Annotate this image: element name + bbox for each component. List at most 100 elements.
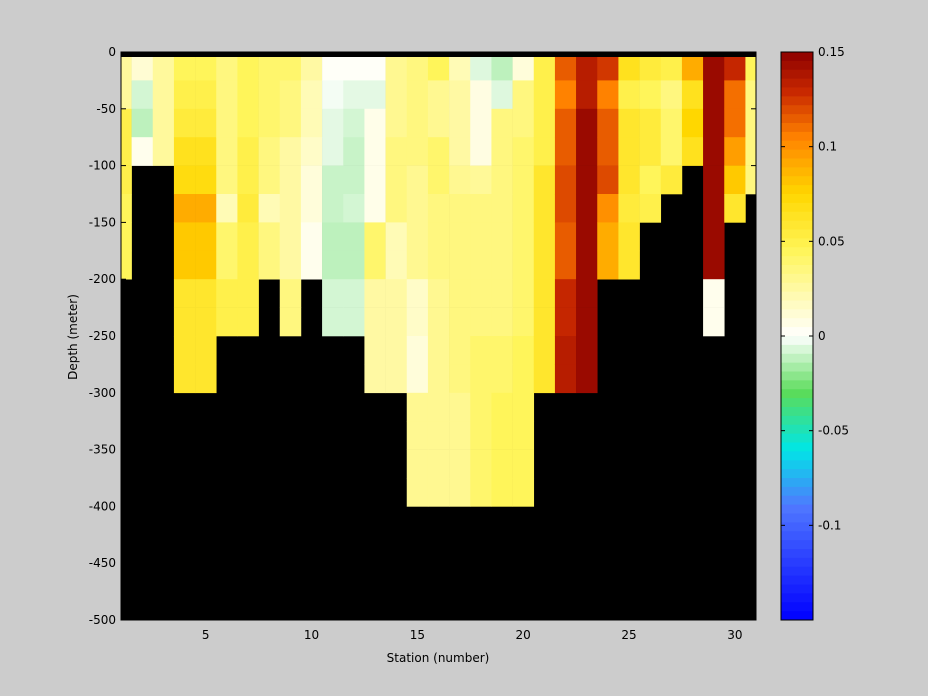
heatmap-cell: [449, 108, 471, 138]
heatmap-cell: [597, 194, 619, 223]
heatmap-cell: [470, 165, 492, 195]
heatmap-cell: [121, 52, 132, 81]
heatmap-cell: [385, 137, 408, 166]
heatmap-cell: [322, 165, 344, 195]
heatmap-cell: [195, 336, 217, 365]
heatmap-cell: [597, 250, 619, 280]
x-tick-label: 25: [621, 628, 636, 642]
heatmap-cell: [237, 137, 259, 166]
heatmap-cell: [406, 222, 429, 252]
colorbar-band: [781, 114, 813, 124]
heatmap-cell: [406, 307, 429, 337]
heatmap-cell: [576, 279, 598, 308]
heatmap-cell: [173, 307, 196, 337]
heatmap-cell: [322, 108, 344, 138]
heatmap-cell: [427, 108, 450, 138]
heatmap-cell: [152, 80, 175, 110]
heatmap-cell: [449, 52, 471, 81]
heatmap-cell: [470, 336, 492, 365]
heatmap-cell: [449, 80, 471, 110]
heatmap-cell: [364, 137, 386, 166]
heatmap-cell: [427, 194, 450, 223]
y-tick-label: -300: [89, 386, 116, 400]
heatmap-cell: [195, 250, 217, 280]
heatmap-cell: [745, 80, 757, 110]
x-tick-label: 5: [202, 628, 210, 642]
heatmap-cell: [724, 194, 746, 223]
heatmap-cell: [406, 364, 429, 394]
heatmap-cell: [216, 222, 238, 252]
heatmap-cell: [406, 392, 429, 422]
colorbar-band: [781, 69, 813, 80]
heatmap-cell: [512, 137, 535, 166]
heatmap-cell: [406, 336, 429, 365]
heatmap-cell: [258, 80, 281, 110]
heatmap-cell: [639, 52, 662, 81]
heatmap-cell: [703, 165, 725, 195]
heatmap-cell: [491, 80, 513, 110]
colorbar-band: [781, 273, 813, 284]
heatmap-cell: [121, 222, 132, 252]
heatmap-cell: [406, 421, 429, 450]
heatmap-cell: [343, 222, 365, 252]
heatmap-cell: [576, 137, 598, 166]
heatmap-cell: [533, 52, 556, 81]
heatmap-cell: [512, 52, 535, 81]
heatmap-cell: [195, 307, 217, 337]
colorbar-band: [781, 344, 813, 355]
colorbar-band: [781, 478, 813, 488]
heatmap-cell: [364, 364, 386, 394]
heatmap-cell: [491, 222, 513, 252]
heatmap-cell: [173, 250, 196, 280]
heatmap-cell: [745, 108, 757, 138]
heatmap-cell: [343, 137, 365, 166]
heatmap-cell: [554, 279, 577, 308]
heatmap-cell: [554, 194, 577, 223]
heatmap-cell: [533, 307, 556, 337]
heatmap-cell: [364, 336, 386, 365]
colorbar-tick-label: 0.15: [818, 45, 845, 59]
heatmap-cell: [703, 194, 725, 223]
colorbar-band: [781, 229, 813, 239]
heatmap-cell: [300, 80, 323, 110]
heatmap-cell: [173, 279, 196, 308]
colorbar-band: [781, 131, 813, 142]
colorbar-band: [781, 460, 813, 470]
heatmap-cell: [449, 336, 471, 365]
heatmap-cell: [491, 307, 513, 337]
heatmap-cell: [597, 137, 619, 166]
heatmap-cell: [491, 364, 513, 394]
heatmap-cell: [660, 137, 683, 166]
heatmap-cell: [660, 165, 683, 195]
heatmap-cell: [618, 137, 640, 166]
heatmap-cell: [364, 222, 386, 252]
colorbar-band: [781, 566, 813, 577]
heatmap-cell: [554, 307, 577, 337]
colorbar-band: [781, 96, 813, 106]
heatmap-cell: [533, 80, 556, 110]
heatmap-cell: [385, 222, 408, 252]
colorbar-band: [781, 105, 813, 115]
y-tick-label: -50: [96, 102, 116, 116]
y-tick-label: -100: [89, 159, 116, 173]
heatmap-cell: [279, 165, 302, 195]
heatmap-cell: [364, 250, 386, 280]
heatmap-cell: [385, 194, 408, 223]
colorbar-band: [781, 167, 813, 177]
y-tick-label: -150: [89, 215, 116, 229]
heatmap-cell: [512, 165, 535, 195]
heatmap-cell: [512, 449, 535, 479]
heatmap-cell: [512, 250, 535, 280]
colorbar-band: [781, 211, 813, 222]
x-tick-label: 20: [516, 628, 531, 642]
heatmap-cell: [491, 165, 513, 195]
heatmap-cell: [533, 165, 556, 195]
heatmap-cell: [322, 250, 344, 280]
heatmap-cell: [216, 52, 238, 81]
heatmap-cell: [491, 449, 513, 479]
colorbar-band: [781, 353, 813, 364]
heatmap-cell: [364, 165, 386, 195]
heatmap-cell: [216, 250, 238, 280]
heatmap-cell: [449, 392, 471, 422]
